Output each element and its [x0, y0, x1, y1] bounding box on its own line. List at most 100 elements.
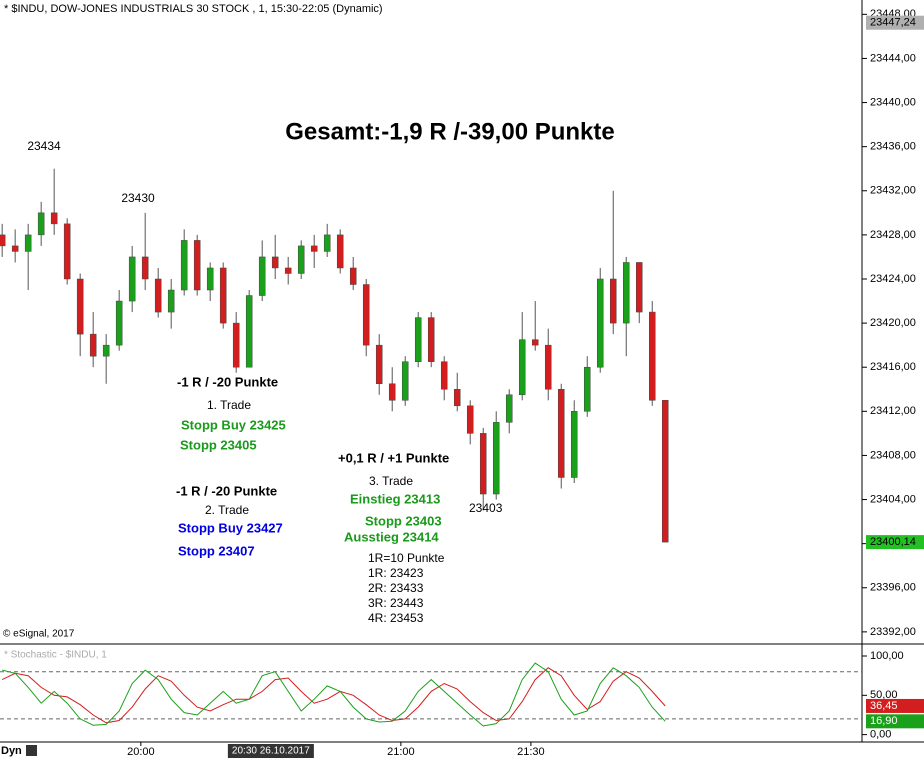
annotation: Stopp 23405	[180, 437, 257, 452]
annotation: -1 R / -20 Punkte	[176, 483, 277, 498]
y-tick-label: 100,00	[870, 650, 904, 662]
candle-body	[24, 234, 32, 252]
candle-body	[362, 284, 370, 346]
candle-body	[388, 383, 396, 401]
annotation: 23403	[469, 501, 503, 515]
candle-body	[284, 267, 292, 274]
candle-body	[375, 344, 383, 385]
candle-body	[635, 262, 643, 313]
y-tick-label: 23404,00	[870, 493, 916, 505]
candle-body	[232, 322, 240, 368]
cursor-badge	[227, 744, 314, 758]
candle-body	[89, 333, 97, 357]
y-tick-label: 23440,00	[870, 96, 916, 108]
candle-body	[557, 389, 565, 478]
y-tick-label: 23424,00	[870, 273, 916, 285]
value-badge-label: 36,45	[870, 700, 898, 712]
candle-body	[297, 245, 305, 274]
indicator-header: * Stochastic - $INDU, 1	[4, 650, 107, 661]
annotation: 3. Trade	[369, 474, 413, 488]
x-tick-label: 21:00	[387, 746, 415, 758]
annotation: Stopp 23403	[365, 513, 442, 528]
candle-body	[401, 361, 409, 401]
copyright: © eSignal, 2017	[3, 629, 75, 640]
candle-body	[258, 256, 266, 296]
candle-body	[167, 289, 175, 313]
candle-body	[349, 267, 357, 285]
candle-body	[622, 262, 630, 324]
candle-body	[76, 278, 84, 335]
candle-body	[336, 234, 344, 269]
y-tick-label: 23416,00	[870, 361, 916, 373]
candle-body	[0, 234, 6, 247]
candle-body	[427, 317, 435, 362]
y-tick-label: 23420,00	[870, 317, 916, 329]
annotation: 4R: 23453	[368, 611, 424, 625]
y-tick-label: 23432,00	[870, 185, 916, 197]
y-tick-label: 50,00	[870, 689, 898, 701]
annotation: 1. Trade	[207, 398, 251, 412]
annotation: 2R: 23433	[368, 581, 424, 595]
candle-body	[440, 361, 448, 390]
annotation: Ausstieg 23414	[344, 529, 439, 544]
y-tick-label: 23444,00	[870, 52, 916, 64]
annotation: 1R: 23423	[368, 566, 424, 580]
candle-body	[492, 422, 500, 495]
price-badge	[866, 15, 924, 30]
annotation: Gesamt:-1,9 R /-39,00 Punkte	[285, 118, 614, 145]
y-tick-label: 0,00	[870, 729, 891, 741]
annotation: +0,1 R / +1 Punkte	[338, 450, 449, 465]
candle-body	[219, 267, 227, 324]
candle-body	[648, 311, 656, 401]
stochastic-line	[1, 667, 666, 724]
candle-body	[245, 295, 253, 368]
price-badge	[866, 535, 924, 550]
cursor-label: 20:30 26.10.2017	[232, 746, 310, 757]
y-tick-label: 23396,00	[870, 582, 916, 594]
mode-icon	[26, 745, 37, 756]
chart-header: * $INDU, DOW-JONES INDUSTRIALS 30 STOCK …	[4, 3, 383, 15]
annotation: 3R: 23443	[368, 596, 424, 610]
candle-body	[479, 433, 487, 495]
price-badge-label: 23447,24	[870, 17, 916, 29]
candle-body	[271, 256, 279, 269]
candle-body	[466, 405, 474, 434]
annotation: Stopp Buy 23427	[178, 520, 283, 535]
y-tick-label: 23408,00	[870, 449, 916, 461]
candle-body	[115, 300, 123, 346]
value-badge	[866, 698, 924, 713]
candle-body	[102, 344, 110, 357]
candle-body	[414, 317, 422, 362]
annotation: Einstieg 23413	[350, 491, 440, 506]
annotation: 2. Trade	[205, 503, 249, 517]
candle-body	[661, 400, 669, 543]
candle-body	[141, 256, 149, 280]
annotation: Stopp Buy 23425	[181, 417, 286, 432]
candle-body	[154, 278, 162, 313]
candle-body	[323, 234, 331, 252]
candle-body	[570, 411, 578, 478]
y-tick-label: 23392,00	[870, 626, 916, 638]
annotation: 23434	[27, 139, 61, 153]
candle-body	[505, 394, 513, 423]
annotation: 23430	[121, 191, 155, 205]
x-tick-label: 20:00	[127, 746, 155, 758]
candle-body	[609, 278, 617, 324]
x-tick-label: 21:30	[517, 746, 545, 758]
candle-body	[583, 366, 591, 412]
candle-body	[37, 212, 45, 236]
annotation: Stopp 23407	[178, 543, 255, 558]
candle-body	[63, 223, 71, 280]
y-tick-label: 23412,00	[870, 405, 916, 417]
candle-body	[128, 256, 136, 302]
price-badge-label: 23400,14	[870, 536, 916, 548]
candle-body	[544, 344, 552, 390]
candle-body	[180, 240, 188, 291]
mode-label: Dyn	[1, 745, 22, 757]
candle-body	[206, 267, 214, 291]
candle-body	[596, 278, 604, 368]
candle-body	[193, 240, 201, 291]
